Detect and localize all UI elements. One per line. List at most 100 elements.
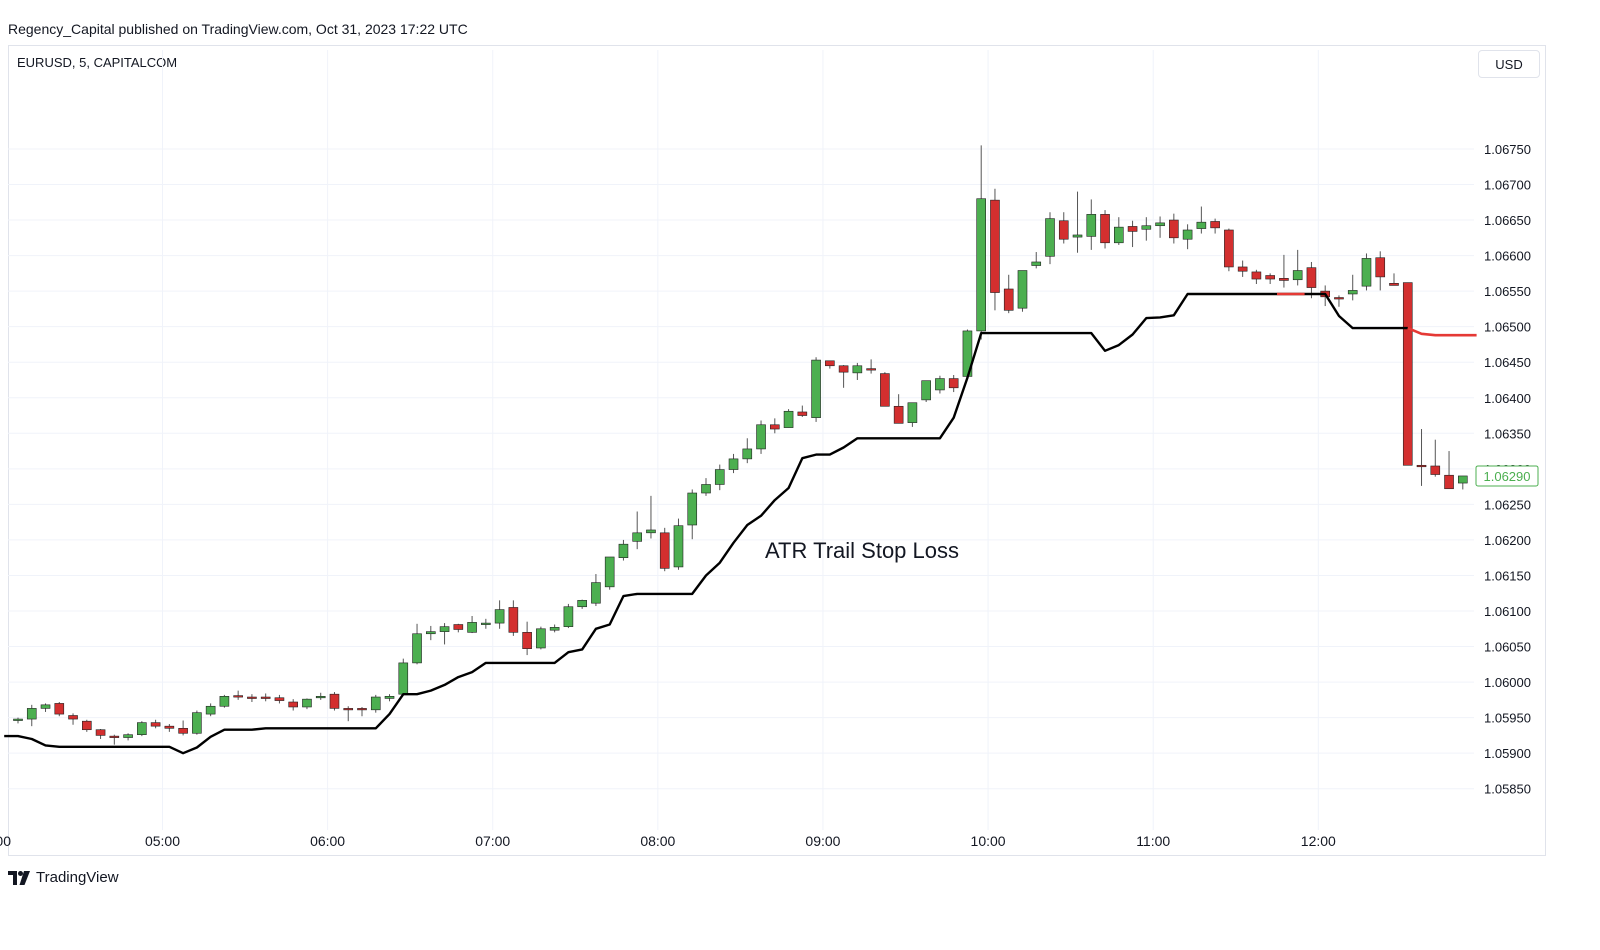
candle[interactable] [439,623,450,645]
candle[interactable] [302,698,312,710]
candle[interactable] [329,692,340,711]
candle[interactable] [825,360,835,369]
candle[interactable] [453,623,464,633]
candle[interactable] [1196,206,1207,234]
candle[interactable] [370,694,381,713]
candle[interactable] [1155,216,1165,238]
candle[interactable] [783,409,794,428]
candle[interactable] [343,706,354,722]
candle[interactable] [866,359,876,374]
candle[interactable] [632,511,643,550]
candle[interactable] [260,693,271,702]
candle[interactable] [1416,429,1427,486]
candle[interactable] [990,188,1000,311]
candle[interactable] [1100,210,1110,249]
candle[interactable] [247,694,257,702]
candle[interactable] [384,694,395,702]
tradingview-brand[interactable]: TradingView [36,869,119,886]
candle[interactable] [1361,253,1372,291]
candle[interactable] [1031,252,1042,269]
candle[interactable] [13,717,23,724]
candle[interactable] [481,618,491,629]
candle[interactable] [742,438,753,464]
candle[interactable] [604,556,615,590]
candle[interactable] [123,733,133,741]
candle[interactable] [412,623,422,665]
candle[interactable] [1444,451,1454,490]
candle[interactable] [673,518,684,570]
candle[interactable] [838,365,849,388]
candle[interactable] [1430,439,1441,477]
candle[interactable] [467,615,477,634]
candle[interactable] [40,703,51,712]
candle[interactable] [1389,273,1399,286]
candle[interactable] [494,600,505,629]
candle[interactable] [1375,251,1386,291]
candle[interactable] [274,694,285,704]
candle[interactable] [1251,269,1262,285]
candle[interactable] [563,603,574,629]
candle[interactable] [26,704,37,727]
candle[interactable] [1003,274,1014,314]
candle[interactable] [687,489,698,540]
candle[interactable] [219,694,230,708]
candle[interactable] [95,729,106,739]
candle[interactable] [54,701,65,717]
candle[interactable] [1265,273,1275,285]
candle[interactable] [907,402,918,427]
candle[interactable] [549,624,560,633]
candle[interactable] [618,539,629,561]
candle[interactable] [164,724,175,732]
candle[interactable] [1017,270,1028,312]
candle[interactable] [1334,295,1344,307]
candle[interactable] [893,394,904,424]
candle[interactable] [398,658,409,696]
candle[interactable] [797,405,808,417]
candle[interactable] [1292,249,1303,286]
candle[interactable] [536,626,546,650]
candle[interactable] [577,599,587,609]
candle[interactable] [1169,213,1179,244]
candle[interactable] [1402,282,1413,466]
candle[interactable] [976,145,987,340]
candle[interactable] [591,574,601,607]
candle[interactable] [82,719,92,732]
candle[interactable] [288,699,299,711]
candle[interactable] [935,375,945,394]
candle[interactable] [1182,224,1193,250]
candle[interactable] [756,420,766,454]
candle[interactable] [233,690,243,700]
candle[interactable] [1114,217,1124,245]
candle[interactable] [1458,475,1468,490]
candle[interactable] [508,600,519,636]
candle[interactable] [1279,254,1289,288]
candle[interactable] [1224,228,1234,272]
candle[interactable] [769,418,780,434]
candle[interactable] [68,713,78,725]
candle[interactable] [178,720,188,736]
candle[interactable] [1210,218,1220,234]
candle[interactable] [1086,199,1097,250]
currency-button[interactable]: USD [1478,50,1540,78]
candle[interactable] [522,621,532,656]
candle[interactable] [1072,191,1083,253]
candle[interactable] [192,710,202,735]
candle[interactable] [880,372,890,407]
candle[interactable] [1045,212,1055,265]
candle[interactable] [1058,212,1069,244]
candle[interactable] [315,692,326,700]
candle[interactable] [1306,261,1317,299]
candle[interactable] [659,527,670,572]
candle[interactable] [811,357,821,422]
candle[interactable] [948,375,959,393]
candle[interactable] [425,625,436,641]
candle[interactable] [701,478,711,496]
tradingview-logo-icon[interactable] [8,870,30,885]
candle[interactable] [646,495,656,539]
candle[interactable] [921,380,931,403]
candle[interactable] [150,719,161,729]
candle[interactable] [1127,220,1138,248]
symbol-title[interactable]: EURUSD, 5, CAPITALCOM [17,55,178,70]
candle[interactable] [1237,260,1248,277]
